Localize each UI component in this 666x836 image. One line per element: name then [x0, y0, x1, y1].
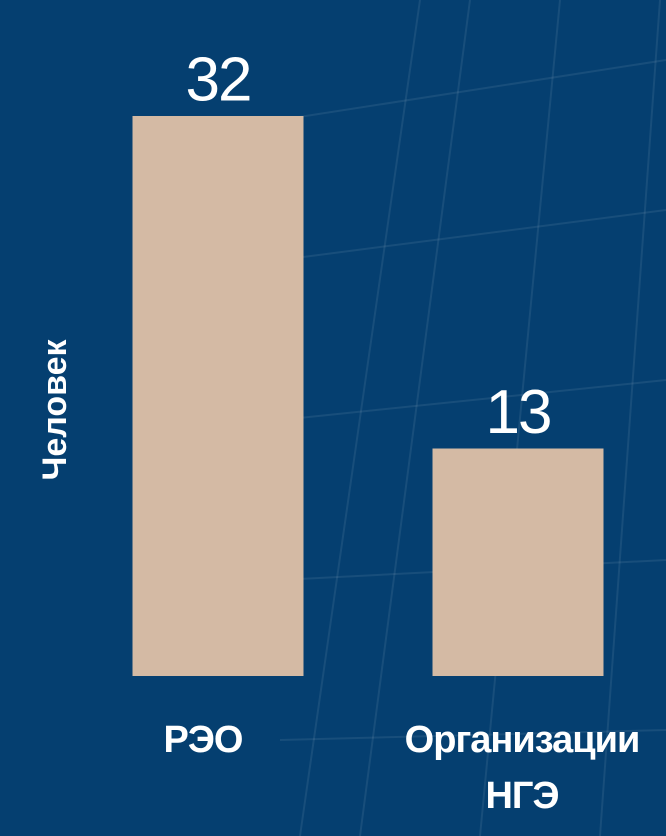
x-tick-label: РЭО: [163, 719, 244, 761]
background-building: [279, 0, 666, 836]
value-label: 32: [186, 45, 251, 114]
bar: [132, 116, 304, 676]
value-label: 13: [486, 378, 551, 447]
bar: [432, 448, 604, 676]
y-axis-label: Человек: [36, 338, 74, 480]
x-tick-label: Организации НГЭ: [404, 719, 641, 817]
